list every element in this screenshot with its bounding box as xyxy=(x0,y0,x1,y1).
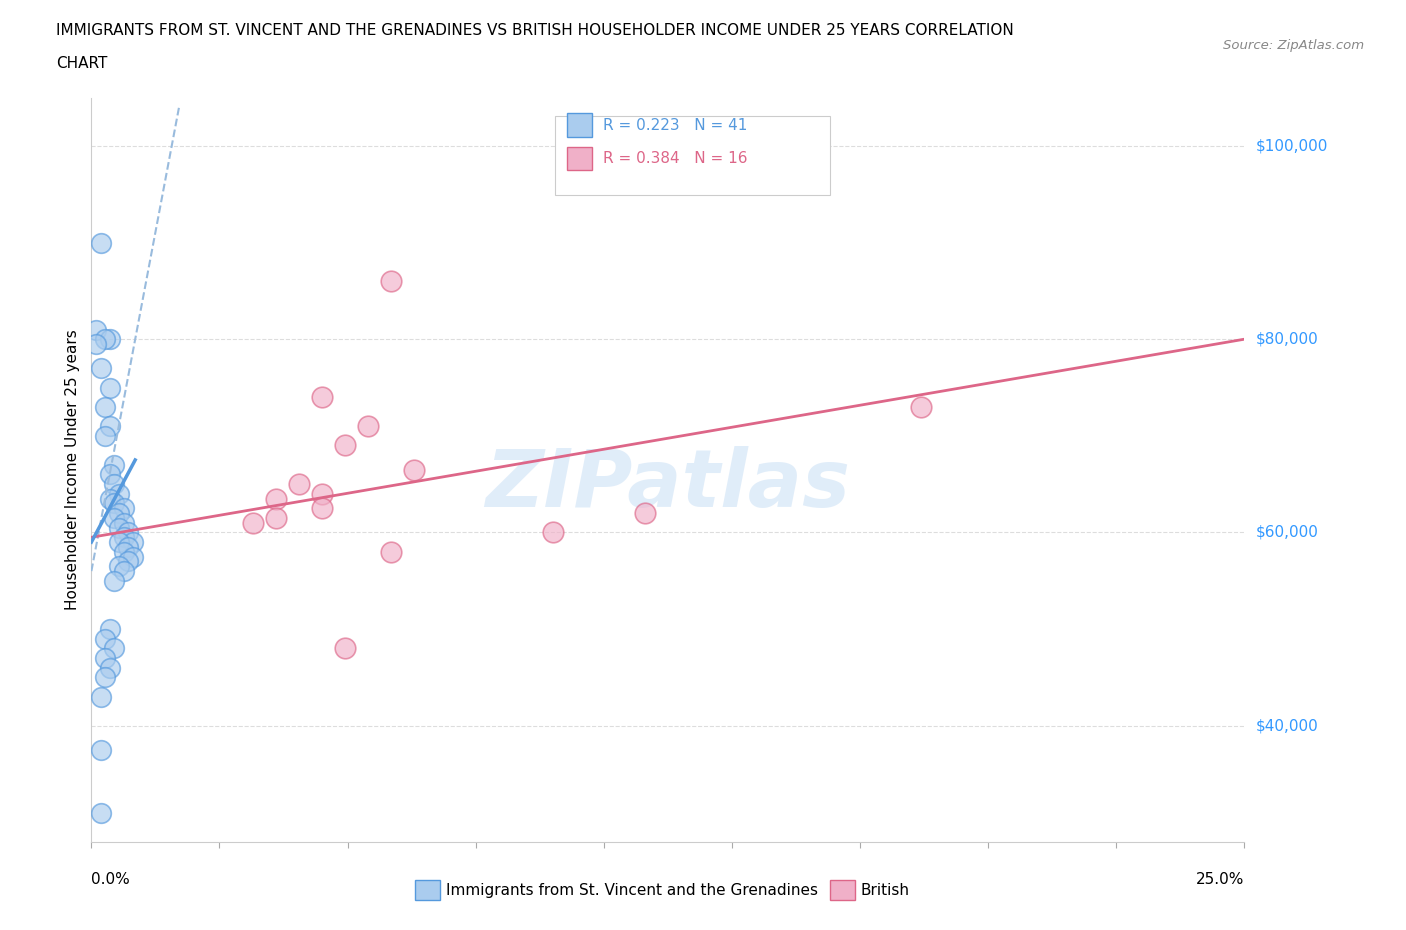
Point xyxy=(90,805,112,820)
Point xyxy=(103,511,125,525)
Point xyxy=(117,539,139,554)
Point xyxy=(94,651,117,666)
Point xyxy=(103,458,125,472)
Point xyxy=(98,418,121,433)
Text: $100,000: $100,000 xyxy=(1256,139,1327,153)
Point xyxy=(404,462,426,477)
Point xyxy=(380,544,402,559)
Point xyxy=(98,332,121,347)
Point xyxy=(541,525,564,540)
Point xyxy=(333,641,356,656)
Point xyxy=(311,501,333,516)
Text: $40,000: $40,000 xyxy=(1256,718,1319,733)
Text: IMMIGRANTS FROM ST. VINCENT AND THE GRENADINES VS BRITISH HOUSEHOLDER INCOME UND: IMMIGRANTS FROM ST. VINCENT AND THE GREN… xyxy=(56,23,1014,38)
Point xyxy=(90,689,112,704)
Point xyxy=(264,511,287,525)
Text: $80,000: $80,000 xyxy=(1256,332,1319,347)
Point xyxy=(108,535,131,550)
Point xyxy=(122,550,145,565)
Text: R = 0.384   N = 16: R = 0.384 N = 16 xyxy=(603,151,748,166)
Text: $60,000: $60,000 xyxy=(1256,525,1319,540)
Point xyxy=(112,501,135,516)
Point xyxy=(94,399,117,414)
Point xyxy=(103,496,125,511)
Point xyxy=(94,332,117,347)
Point xyxy=(84,337,107,352)
Point xyxy=(242,515,264,530)
Point xyxy=(112,564,135,578)
Point xyxy=(94,670,117,684)
Point xyxy=(112,515,135,530)
Point xyxy=(90,361,112,376)
Point xyxy=(103,477,125,492)
Point xyxy=(357,418,380,433)
Point xyxy=(910,399,932,414)
Point xyxy=(112,530,135,545)
Point xyxy=(311,390,333,405)
Point xyxy=(122,535,145,550)
Point xyxy=(117,554,139,569)
Y-axis label: Householder Income Under 25 years: Householder Income Under 25 years xyxy=(65,329,80,610)
Point xyxy=(94,631,117,646)
Point xyxy=(333,438,356,453)
Text: 0.0%: 0.0% xyxy=(91,872,131,887)
Point xyxy=(103,641,125,656)
Point xyxy=(311,486,333,501)
Point xyxy=(108,520,131,535)
Point xyxy=(117,525,139,540)
Text: British: British xyxy=(860,883,910,897)
Point xyxy=(98,660,121,675)
Point xyxy=(98,467,121,482)
Point xyxy=(288,477,311,492)
Point xyxy=(98,380,121,395)
Text: CHART: CHART xyxy=(56,56,108,71)
Point xyxy=(108,506,131,521)
Point xyxy=(108,559,131,574)
Text: Immigrants from St. Vincent and the Grenadines: Immigrants from St. Vincent and the Gren… xyxy=(446,883,818,897)
Point xyxy=(103,573,125,588)
Text: Source: ZipAtlas.com: Source: ZipAtlas.com xyxy=(1223,39,1364,52)
Point xyxy=(90,235,112,250)
Text: 25.0%: 25.0% xyxy=(1197,872,1244,887)
Point xyxy=(108,486,131,501)
Point xyxy=(98,491,121,506)
Point xyxy=(90,742,112,757)
Text: R = 0.223   N = 41: R = 0.223 N = 41 xyxy=(603,117,748,133)
Point xyxy=(634,506,657,521)
Point xyxy=(94,429,117,444)
Point xyxy=(112,544,135,559)
Text: ZIPatlas: ZIPatlas xyxy=(485,445,851,524)
Point xyxy=(380,273,402,288)
Point xyxy=(264,491,287,506)
Point xyxy=(84,322,107,337)
Point xyxy=(98,621,121,636)
